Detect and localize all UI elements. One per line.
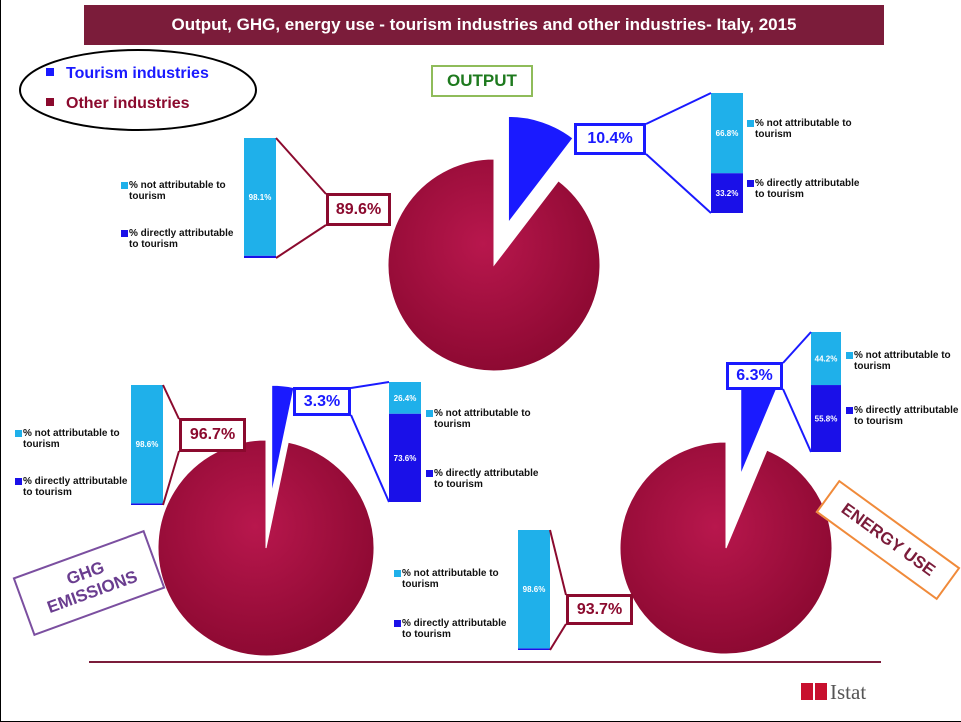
series-label: % not attributable to tourism xyxy=(23,428,120,450)
connector xyxy=(350,414,390,503)
bar-segment xyxy=(131,385,163,504)
legend-swatch xyxy=(426,410,433,417)
bar-segment xyxy=(518,530,550,649)
legend-swatch xyxy=(15,478,22,485)
connector xyxy=(162,450,180,506)
pie-title: OUTPUT xyxy=(431,65,533,97)
pie-slice xyxy=(619,441,833,655)
series-label: % directly attributable to tourism xyxy=(23,476,128,498)
connector xyxy=(162,384,180,420)
bar-segment xyxy=(244,255,276,258)
bar-value-label: 98.6% xyxy=(523,585,546,594)
connector xyxy=(645,92,712,125)
legend-label: Tourism industries xyxy=(66,65,209,82)
legend-swatch xyxy=(121,230,128,237)
bar-segment xyxy=(518,648,550,650)
slice-label: 6.3% xyxy=(726,362,783,390)
logo-text: Istat xyxy=(830,680,867,704)
slice-label: 96.7% xyxy=(179,418,246,452)
bar-segment xyxy=(711,93,743,174)
connector xyxy=(549,529,567,596)
series-label: % directly attributable to tourism xyxy=(434,468,539,490)
legend-swatch xyxy=(846,352,853,359)
bar-value-label: 73.6% xyxy=(394,454,417,463)
slice-label: 93.7% xyxy=(566,594,633,625)
pie-slice xyxy=(507,115,574,224)
connector xyxy=(275,137,327,195)
legend-swatch xyxy=(394,620,401,627)
legend-swatch xyxy=(747,120,754,127)
bar-value-label: 44.2% xyxy=(815,355,838,364)
bar-value-label: 66.8% xyxy=(716,129,739,138)
legend-swatch xyxy=(747,180,754,187)
series-label: % not attributable to tourism xyxy=(129,180,226,202)
bar-segment xyxy=(389,382,421,414)
bar-segment xyxy=(131,503,163,505)
bar-value-label: 98.1% xyxy=(249,193,272,202)
connector xyxy=(350,381,390,389)
series-label: % directly attributable to tourism xyxy=(129,228,234,250)
bar-segment xyxy=(244,138,276,256)
legend-swatch xyxy=(846,407,853,414)
logo-mark xyxy=(815,683,827,700)
connector xyxy=(275,224,327,259)
legend-swatch xyxy=(394,570,401,577)
bar-segment xyxy=(811,385,841,452)
legend-swatch xyxy=(121,182,128,189)
pie-slice xyxy=(157,439,375,657)
connector xyxy=(782,331,812,364)
legend-swatch xyxy=(15,430,22,437)
legend-swatch xyxy=(46,68,54,76)
bar-segment xyxy=(389,413,421,502)
series-label: % not attributable to tourism xyxy=(854,350,951,372)
bar-segment xyxy=(711,173,743,213)
slice-label: 3.3% xyxy=(293,387,351,416)
bar-value-label: 33.2% xyxy=(716,189,739,198)
legend-label: Other industries xyxy=(66,95,190,112)
slice-label: 10.4% xyxy=(574,123,646,155)
series-label: % not attributable to tourism xyxy=(402,568,499,590)
legend-ellipse xyxy=(19,49,257,131)
series-label: % directly attributable to tourism xyxy=(402,618,507,640)
connector xyxy=(782,388,812,453)
bar-value-label: 98.6% xyxy=(136,440,159,449)
bar-value-label: 26.4% xyxy=(394,394,417,403)
bar-segment xyxy=(811,332,841,386)
series-label: % directly attributable to tourism xyxy=(755,178,860,200)
connector xyxy=(549,623,567,651)
series-label: % not attributable to tourism xyxy=(434,408,531,430)
series-label: % directly attributable to tourism xyxy=(854,405,959,427)
slice-label: 89.6% xyxy=(326,193,391,226)
legend-swatch xyxy=(426,470,433,477)
legend-swatch xyxy=(46,98,54,106)
series-label: % not attributable to tourism xyxy=(755,118,852,140)
logo-mark xyxy=(801,683,813,700)
slide-title: Output, GHG, energy use - tourism indust… xyxy=(84,5,884,45)
bar-value-label: 55.8% xyxy=(815,415,838,424)
connector xyxy=(645,153,712,214)
pie-slice xyxy=(387,158,601,372)
